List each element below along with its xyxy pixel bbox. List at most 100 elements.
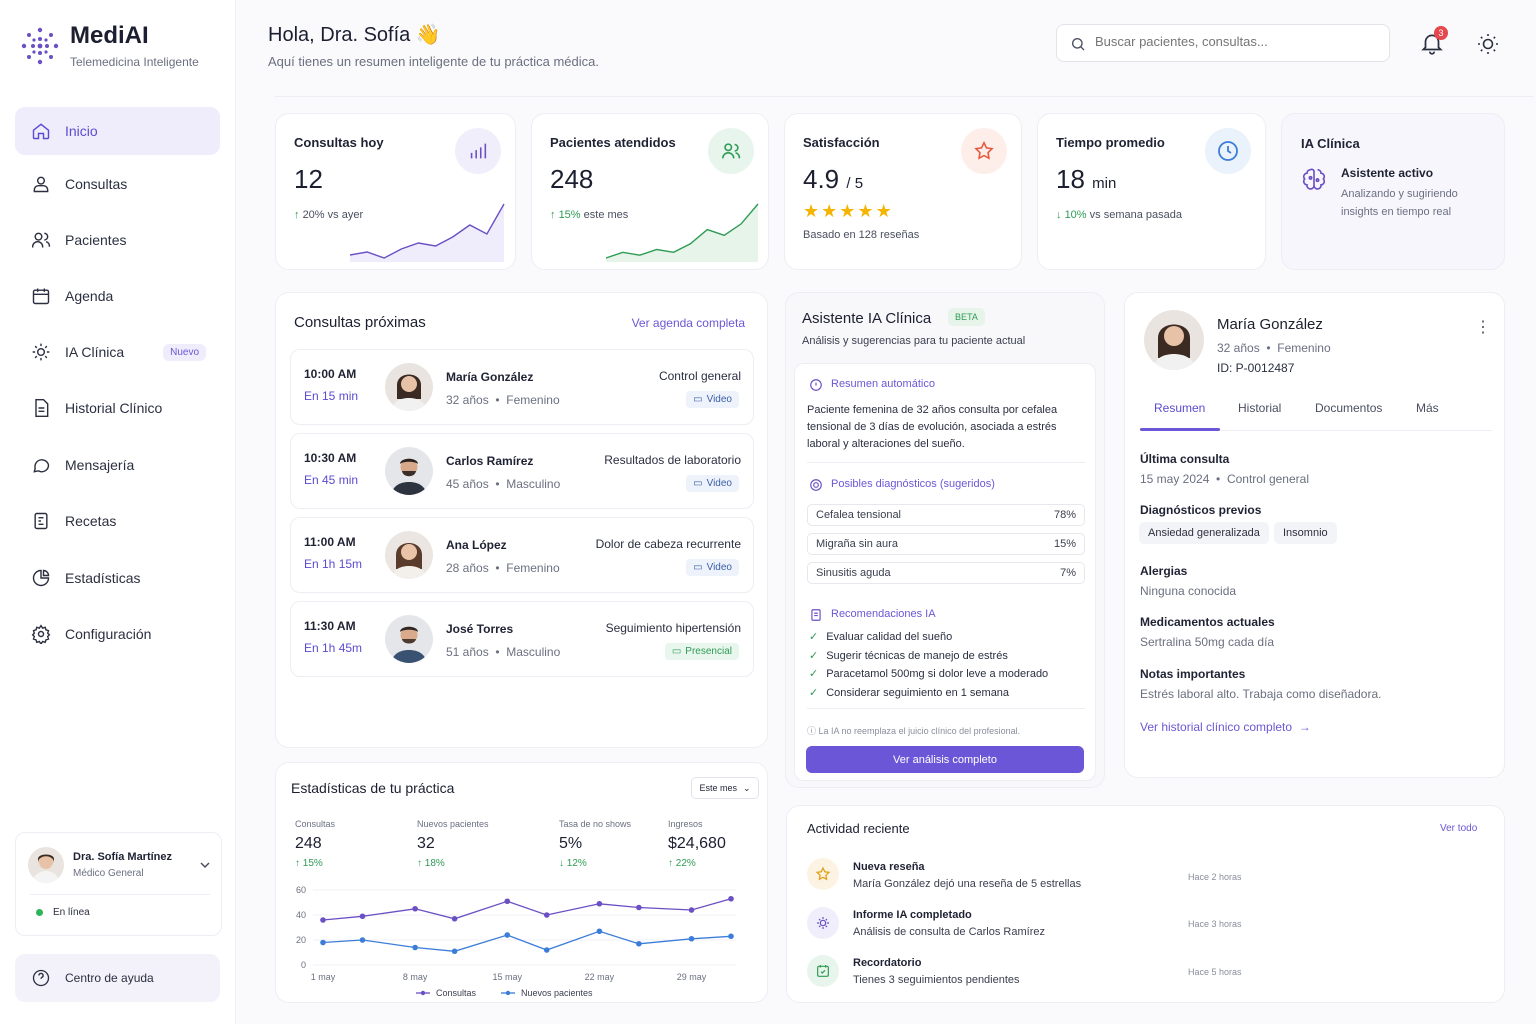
patient-meta: 32 años • Femenino	[1217, 341, 1331, 355]
check-icon: ✓	[809, 650, 819, 662]
nav-item-configuracion[interactable]: Configuración	[15, 610, 220, 658]
list-item[interactable]: 10:00 AM En 15 min María González 32 año…	[290, 349, 754, 425]
theme-toggle-sun-icon[interactable]	[1476, 32, 1500, 56]
tab-resumen[interactable]: Resumen	[1154, 401, 1206, 415]
ai-card-title: IA Clínica	[1301, 136, 1360, 151]
nav-item-agenda[interactable]: Agenda	[15, 272, 220, 320]
recommendation-item: ✓ Paracetamol 500mg si dolor leve a moder…	[809, 667, 1049, 681]
kpi-value: 5%	[559, 835, 583, 852]
kpi-delta: ↓ 12%	[559, 858, 587, 869]
ai-status-card[interactable]: IA Clínica Asistente activo Analizando y…	[1281, 113, 1505, 270]
view-all-link[interactable]: Ver todo	[1440, 823, 1478, 834]
nav-label: Estadísticas	[65, 570, 141, 586]
patient-meta: 28 años • Femenino	[446, 561, 560, 575]
kpi-label: Consultas	[295, 819, 336, 829]
document-icon	[35, 398, 49, 418]
data-point	[636, 904, 642, 911]
sparkline-consultas	[350, 203, 505, 262]
chevron-down-icon[interactable]	[200, 861, 210, 869]
patient-meta: 45 años • Masculino	[446, 477, 561, 491]
period-select[interactable]: Este mes ⌄	[691, 777, 759, 799]
legend-marker	[420, 990, 426, 996]
data-point	[412, 944, 418, 951]
kpi-value: 32	[417, 835, 435, 852]
activity-time: Hace 5 horas	[1188, 967, 1242, 977]
nav-item-mensajeria[interactable]: Mensajería	[15, 441, 220, 489]
data-point	[688, 907, 695, 913]
tab-historial[interactable]: Historial	[1238, 401, 1282, 415]
notification-count: 3	[1434, 26, 1448, 40]
data-point	[596, 928, 603, 935]
view-history-link[interactable]: Ver historial clínico completo →	[1140, 720, 1311, 734]
data-point	[451, 915, 458, 922]
search-input[interactable]	[1095, 34, 1375, 49]
star-icon: ★	[839, 201, 858, 221]
appt-countdown: En 1h 15m	[304, 557, 363, 571]
data-point	[359, 937, 366, 943]
x-tick-label: 29 may	[677, 972, 707, 982]
appt-time: 11:30 AM	[304, 619, 356, 633]
help-center-button[interactable]: Centro de ayuda	[15, 954, 220, 1002]
user-card[interactable]: Dra. Sofía Martínez Médico General En lí…	[15, 832, 222, 936]
diagnosis-row: Cefalea tensional 78%	[807, 504, 1085, 526]
list-item[interactable]: 11:30 AM En 1h 45m José Torres 51 años •…	[290, 601, 754, 677]
recent-activity-panel: Actividad reciente Ver todo Nueva reseña…	[786, 805, 1505, 1003]
bar-chart-icon	[455, 128, 501, 174]
kpi-value: 248	[295, 835, 322, 852]
tab-documentos[interactable]: Documentos	[1315, 401, 1383, 415]
view-full-agenda-link[interactable]: Ver agenda completa	[631, 316, 745, 330]
stat-title: Pacientes atendidos	[550, 135, 676, 150]
nav-item-inicio[interactable]: Inicio	[15, 107, 220, 155]
summary-title: Resumen automático	[831, 378, 935, 390]
pie-chart-icon	[32, 569, 50, 587]
users-icon	[708, 128, 754, 174]
avatar	[385, 447, 433, 495]
panel-title: Estadísticas de tu práctica	[291, 780, 455, 796]
recommendation-item: ✓ Considerar seguimiento en 1 semana	[809, 686, 1010, 700]
appt-reason: Seguimiento hipertensión	[605, 621, 741, 635]
user-status: En línea	[53, 907, 90, 918]
activity-desc: Análisis de consulta de Carlos Ramírez	[853, 926, 1045, 938]
nav-item-consultas[interactable]: Consultas	[15, 160, 220, 208]
nav-item-estadisticas[interactable]: Estadísticas	[15, 554, 220, 602]
new-badge: Nuevo	[163, 343, 206, 361]
ai-analysis-card: Resumen automático Paciente femenina de …	[794, 363, 1096, 781]
nav-item-ia-clinica[interactable]: IA Clínica Nuevo	[15, 328, 220, 376]
list-item[interactable]: 10:30 AM En 45 min Carlos Ramírez 45 año…	[290, 433, 754, 509]
activity-title: Recordatorio	[853, 957, 922, 969]
activity-time: Hace 2 horas	[1188, 872, 1242, 882]
nav-item-recetas[interactable]: Recetas	[15, 497, 220, 545]
appt-countdown: En 1h 45m	[304, 641, 363, 655]
search-box[interactable]	[1056, 24, 1390, 62]
view-full-analysis-button[interactable]: Ver análisis completo	[806, 746, 1084, 773]
notifications-button[interactable]: 3	[1419, 26, 1448, 56]
more-options-icon[interactable]: ⋮	[1475, 319, 1491, 336]
activity-desc: Tienes 3 seguimientos pendientes	[853, 974, 1020, 986]
video-icon: ▭	[693, 394, 703, 405]
beta-badge: BETA	[948, 308, 985, 326]
kpi-delta: ↑ 22%	[668, 858, 696, 869]
video-icon: ▭	[693, 562, 703, 573]
kpi-delta: ↑ 18%	[417, 858, 445, 869]
brand-name: MediAI	[70, 22, 149, 49]
nav-label: Mensajería	[65, 457, 135, 473]
list-item[interactable]: 11:00 AM En 1h 15m Ana López 28 años • F…	[290, 517, 754, 593]
search-icon	[1072, 38, 1085, 51]
data-point	[543, 947, 550, 953]
stat-card-tiempo: Tiempo promedio 18 min ↓ 10% vs semana p…	[1037, 113, 1266, 270]
diagnoses-title: Posibles diagnósticos (sugeridos)	[831, 478, 995, 490]
activity-time: Hace 3 horas	[1188, 919, 1242, 929]
nav-item-historial[interactable]: Historial Clínico	[15, 384, 220, 432]
kpi-label: Tasa de no shows	[559, 819, 632, 829]
prev-diagnoses-label: Diagnósticos previos	[1140, 503, 1262, 517]
nav-label: Agenda	[65, 288, 114, 304]
patient-name: María González	[1217, 316, 1323, 333]
tab-mas[interactable]: Más	[1416, 401, 1439, 415]
patient-meta: 51 años • Masculino	[446, 645, 561, 659]
stat-card-consultas: Consultas hoy 12 ↑ 20% vs ayer	[275, 113, 516, 270]
ai-card-status: Asistente activo	[1341, 166, 1434, 180]
ai-disclaimer: ⓘ La IA no reemplaza el juicio clínico d…	[807, 726, 1021, 736]
nav-label: Pacientes	[65, 232, 127, 248]
nav-item-pacientes[interactable]: Pacientes	[15, 216, 220, 264]
appt-time: 10:00 AM	[304, 367, 357, 381]
